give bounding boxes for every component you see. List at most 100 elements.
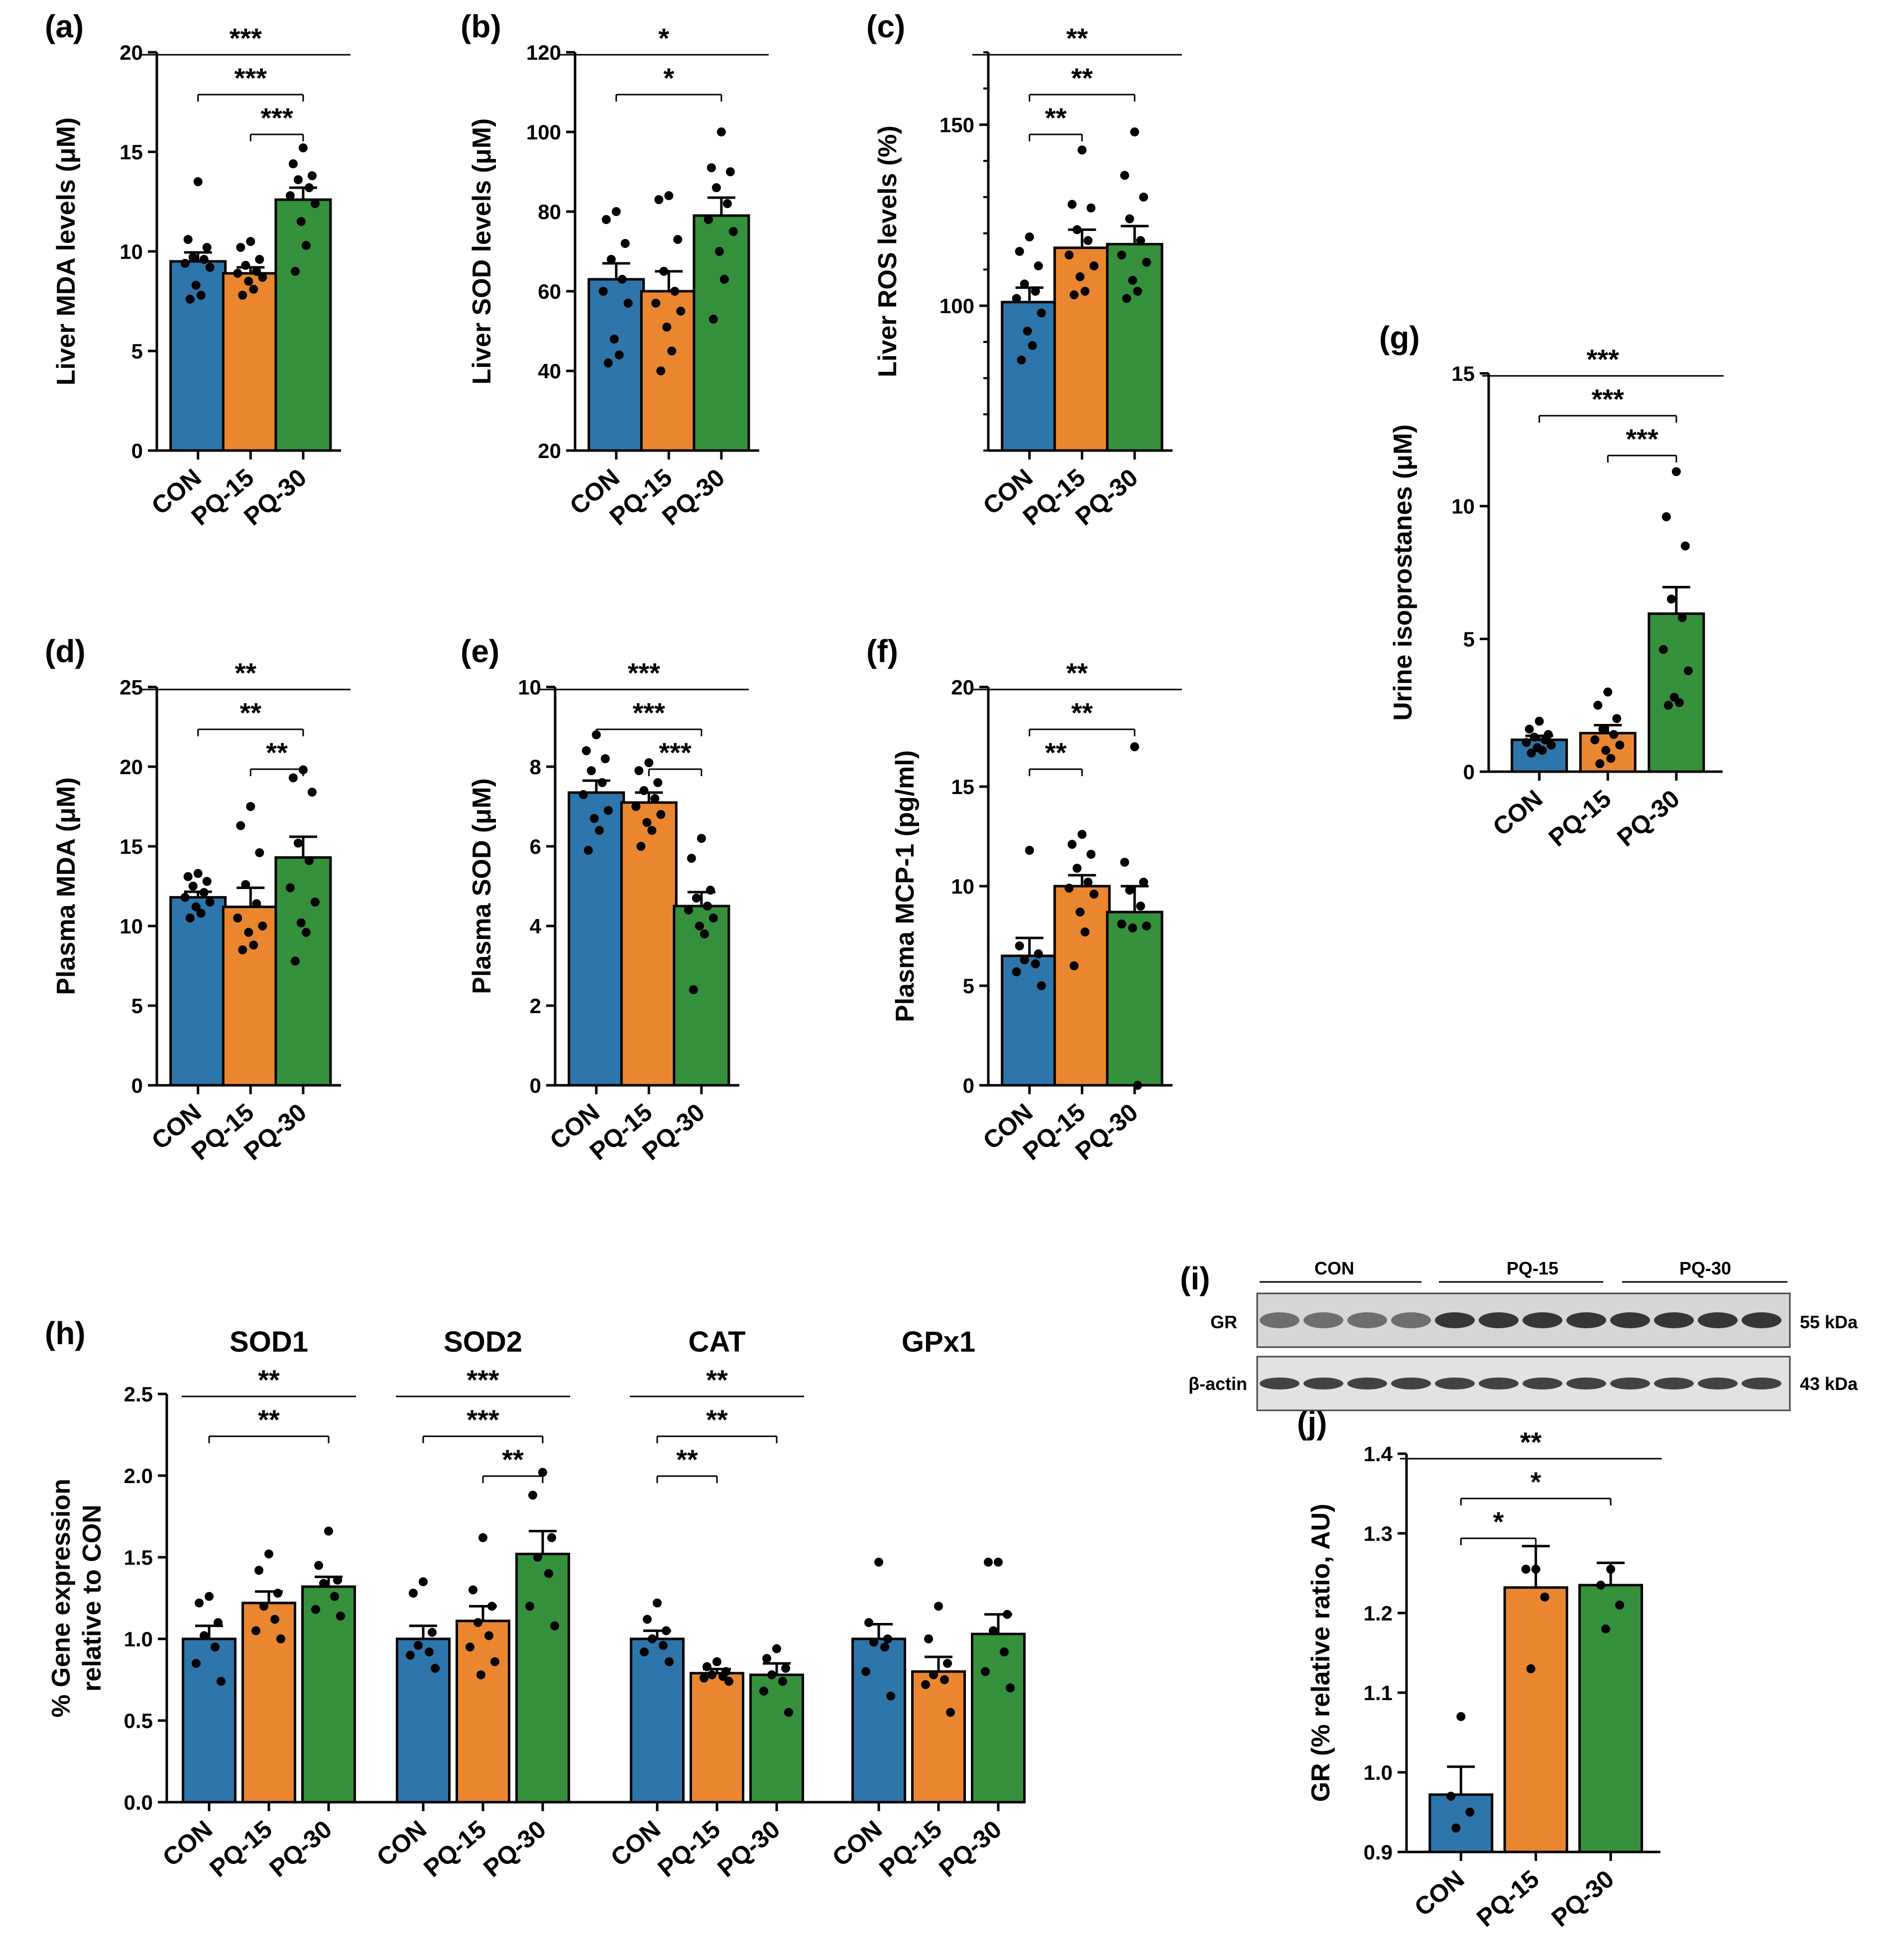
data-point — [185, 295, 195, 304]
sod1-data-point — [251, 1626, 260, 1635]
data-point — [636, 842, 646, 851]
y-tick-label: 8 — [530, 755, 541, 779]
cat-data-point — [778, 1677, 787, 1686]
data-point — [1072, 225, 1082, 234]
data-point — [1117, 250, 1126, 260]
sod1-data-point — [336, 1612, 345, 1621]
data-point — [611, 207, 621, 216]
cat-data-point — [712, 1657, 721, 1666]
sod2-data-point — [473, 1618, 482, 1627]
data-point — [1522, 738, 1531, 747]
data-point — [1012, 294, 1021, 303]
significance-label: *** — [1592, 383, 1625, 415]
y-axis-label: Liver MDA levels (μM) — [52, 117, 81, 385]
data-point — [1130, 742, 1139, 751]
blot-band — [1523, 1312, 1562, 1328]
gpx1-data-point — [1000, 1647, 1009, 1657]
sod1-data-point — [211, 1642, 220, 1652]
sod1-data-point — [330, 1592, 339, 1601]
blot-row-label-actin: β-actin — [1188, 1374, 1247, 1394]
sod1-data-point — [319, 1579, 328, 1588]
data-point — [597, 778, 607, 787]
data-point — [1034, 949, 1043, 958]
category-label: PQ-30 — [1612, 785, 1685, 852]
data-point — [1451, 1824, 1461, 1833]
data-point — [587, 766, 596, 775]
data-point — [236, 821, 245, 830]
data-point — [202, 877, 212, 886]
cat-data-point — [767, 1670, 776, 1680]
data-point — [644, 758, 654, 767]
significance-label: *** — [633, 697, 666, 728]
y-tick-label: 4 — [530, 915, 542, 938]
data-point — [1031, 287, 1040, 296]
cat-data-point — [781, 1664, 790, 1673]
data-point — [1075, 908, 1085, 917]
data-point — [670, 287, 680, 296]
data-point — [185, 914, 195, 922]
panel-label-a: (a) — [45, 8, 84, 44]
y-tick-label: 10 — [1451, 495, 1475, 518]
data-point — [620, 239, 630, 248]
data-point — [1130, 127, 1139, 136]
data-point — [1015, 941, 1024, 950]
cat-data-point — [772, 1644, 781, 1653]
gene-title-sod2: SOD2 — [444, 1326, 522, 1358]
data-point — [285, 883, 295, 893]
gpx1-data-point — [1006, 1683, 1015, 1693]
gpx1-data-point — [883, 1634, 892, 1643]
data-point — [1025, 846, 1034, 855]
data-point — [1075, 272, 1085, 281]
significance-label: ** — [1071, 697, 1093, 728]
data-point — [244, 277, 253, 286]
data-point — [288, 159, 298, 168]
sod1-data-point — [192, 1659, 201, 1668]
data-point — [589, 814, 599, 823]
data-point — [700, 929, 709, 938]
sod2-data-point — [469, 1585, 477, 1595]
y-tick-label: 15 — [119, 140, 143, 164]
cat-category-label: PQ-30 — [712, 1815, 785, 1883]
data-point — [1531, 1565, 1540, 1574]
data-point — [1117, 920, 1126, 928]
bar-pq-30 — [1578, 1584, 1644, 1853]
y-tick-label: 20 — [951, 676, 974, 699]
gpx1-data-point — [984, 1557, 993, 1567]
data-point — [310, 898, 320, 907]
panel-label-g: (g) — [1379, 320, 1420, 355]
blot-band — [1610, 1312, 1650, 1328]
significance-label: ** — [1045, 102, 1067, 133]
gpx1-data-point — [924, 1634, 933, 1643]
significance-label: ** — [258, 1404, 280, 1435]
significance-label: ** — [1520, 1426, 1542, 1458]
data-point — [1603, 688, 1613, 696]
y-tick-label: 1.1 — [1364, 1681, 1393, 1705]
data-point — [1080, 927, 1090, 936]
data-point — [725, 167, 735, 176]
data-point — [1446, 1792, 1456, 1801]
gpx1-data-point — [864, 1618, 873, 1627]
blot-band — [1347, 1378, 1387, 1389]
blot-band — [1654, 1378, 1694, 1389]
data-point — [609, 335, 619, 344]
blot-group-label-pq30: PQ-30 — [1679, 1258, 1731, 1278]
data-point — [623, 299, 633, 308]
data-point — [205, 898, 215, 907]
blot-band — [1391, 1312, 1431, 1328]
y-axis-label-line1: % Gene expression — [47, 1479, 76, 1718]
sod2-bar-pq-15 — [456, 1619, 510, 1804]
gpx1-data-point — [921, 1680, 930, 1689]
y-tick-label: 25 — [119, 676, 143, 699]
y-tick-label: 100 — [940, 294, 974, 318]
data-point — [579, 790, 588, 799]
data-point — [1012, 967, 1021, 976]
gpx1-data-point — [989, 1626, 998, 1635]
sod2-data-point — [431, 1664, 440, 1673]
data-point — [662, 323, 672, 332]
panel-label-e: (e) — [461, 633, 499, 669]
data-point — [1133, 287, 1142, 296]
gpx1-data-point — [874, 1557, 883, 1567]
blot-band — [1479, 1378, 1519, 1389]
bar-pq-15 — [620, 801, 678, 1087]
